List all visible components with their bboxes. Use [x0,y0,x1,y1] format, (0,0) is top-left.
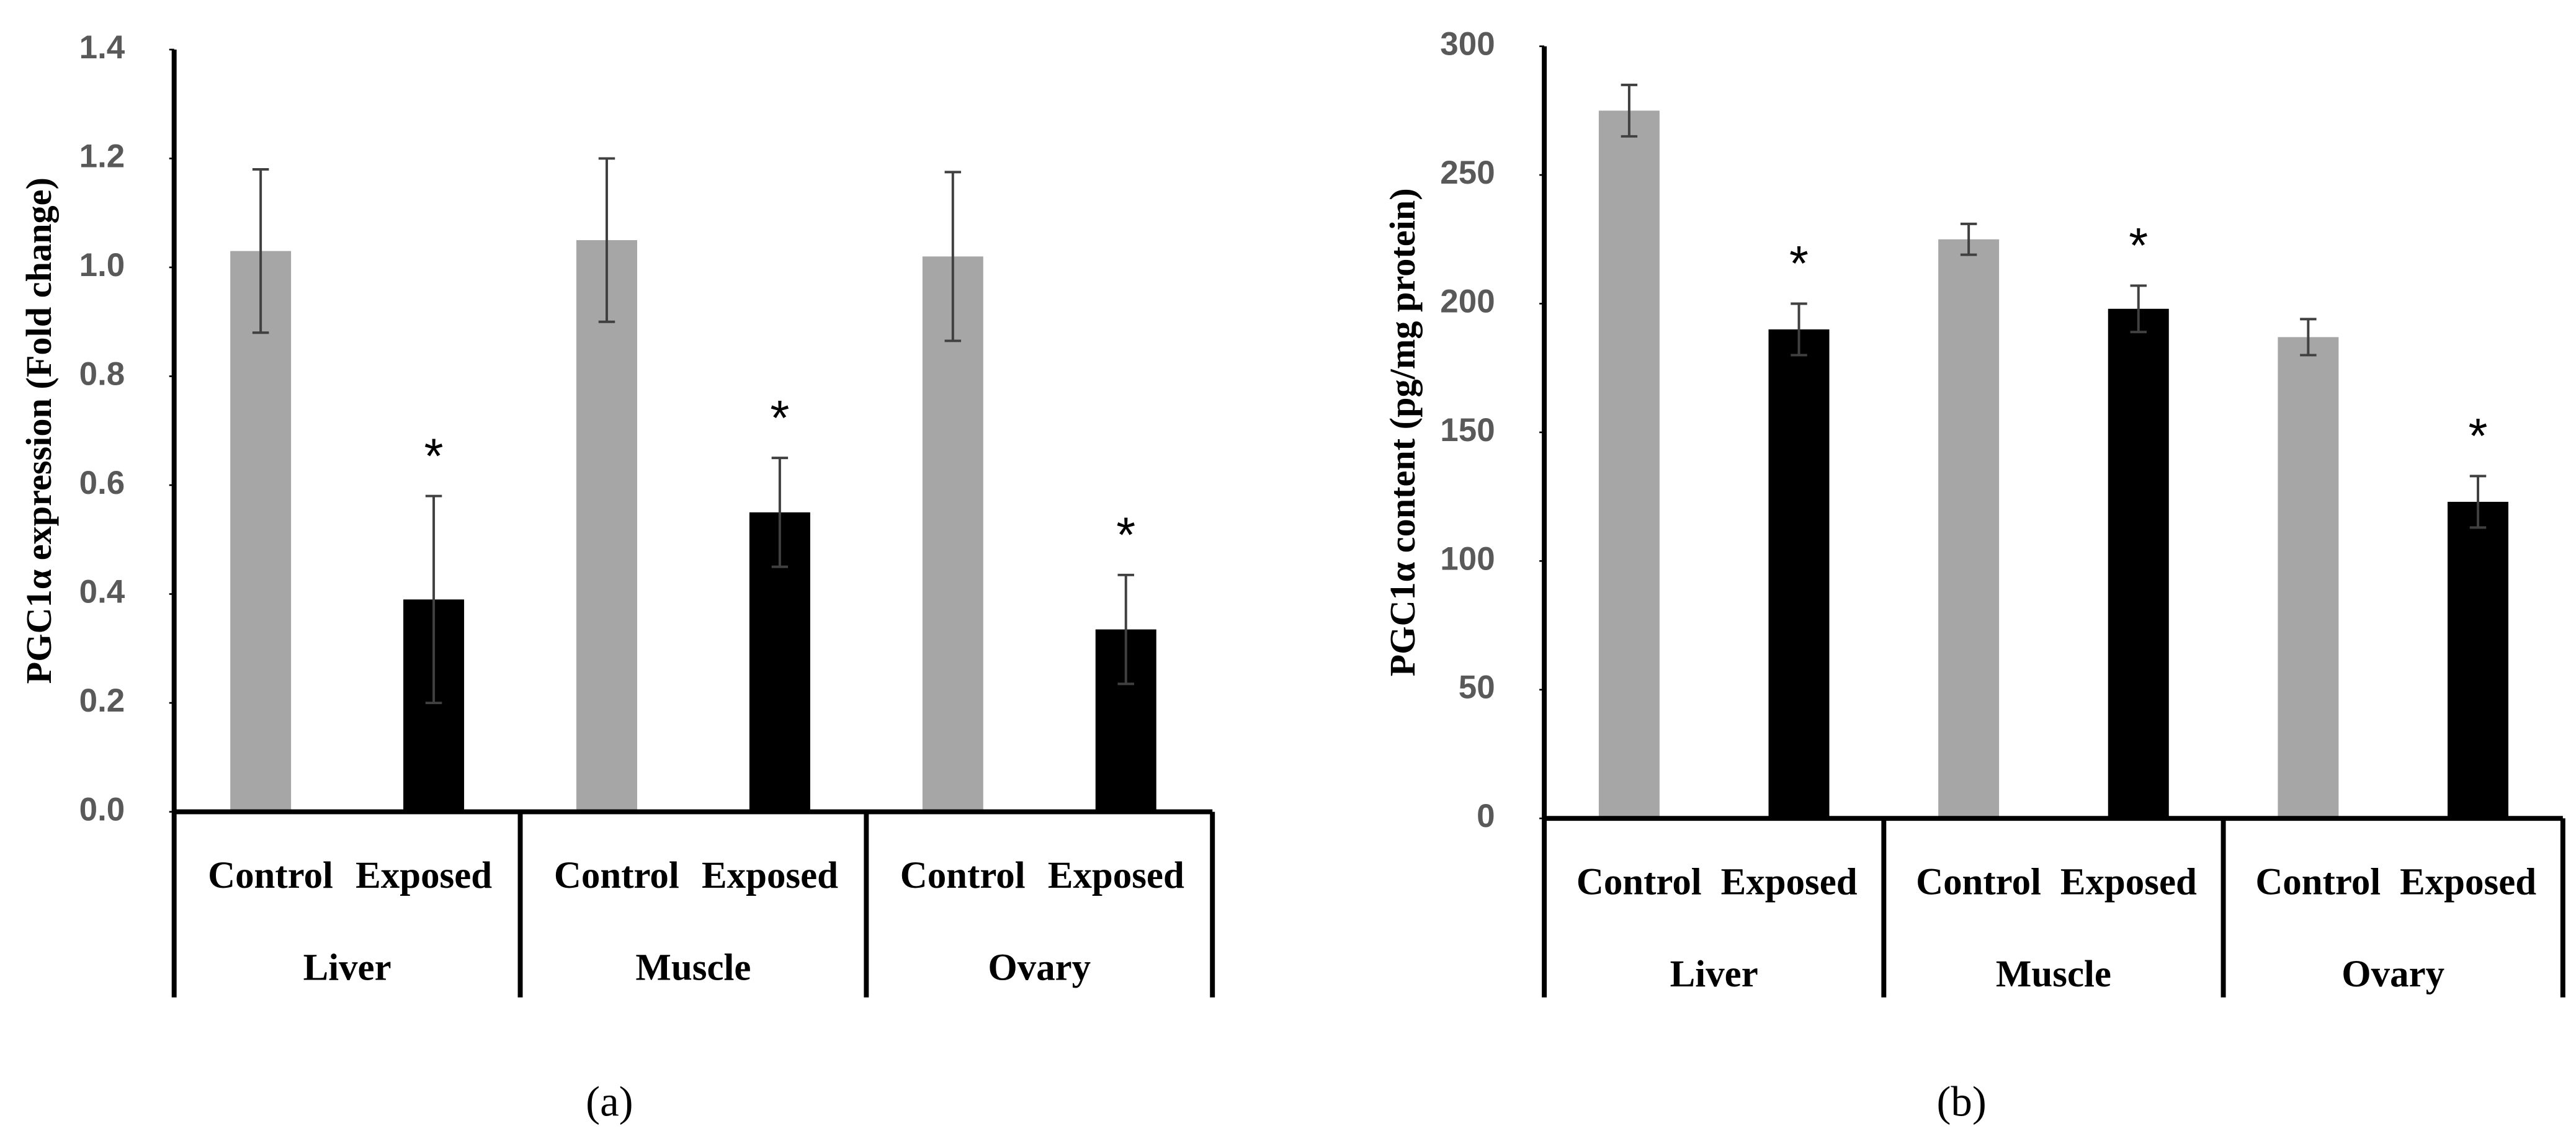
y-tick-label: 0.0 [79,792,125,828]
y-axis-label: PGC1α expression (Fold change) [19,177,59,684]
x-tick-label: Exposed [356,855,492,896]
y-tick-label: 200 [1440,283,1495,319]
bar [576,240,637,812]
significance-mark: * [424,428,444,483]
significance-mark: * [770,390,789,445]
y-tick-label: 0.8 [79,355,125,392]
y-tick-label: 300 [1440,26,1495,63]
panel-label: (a) [586,1078,633,1125]
y-tick-label: 1.2 [79,138,125,174]
group-label: Liver [303,947,391,988]
significance-mark: * [1116,507,1135,563]
group-label: Muscle [635,947,751,988]
bar [1938,239,2000,819]
significance-mark: * [2469,408,2488,463]
significance-mark: * [2129,218,2148,273]
x-tick-label: Control [1916,862,2041,903]
y-tick-label: 100 [1440,540,1495,577]
bar [2108,308,2169,819]
panel-label: (b) [1937,1078,1987,1125]
x-tick-label: Exposed [1048,855,1184,896]
group-label: Ovary [988,947,1091,988]
group-label: Liver [1670,954,1758,995]
y-tick-label: 0.4 [79,574,125,610]
y-tick-label: 0.6 [79,465,125,501]
bar [230,251,292,812]
y-tick-label: 0.2 [79,682,125,719]
y-axis-label: PGC1α content (pg/mg protein) [1382,188,1423,676]
y-tick-label: 250 [1440,154,1495,191]
group-label: Ovary [2341,954,2444,995]
y-tick-label: 50 [1459,669,1495,706]
bar [2448,501,2508,819]
x-tick-label: Exposed [702,855,838,896]
bar [922,256,983,812]
x-tick-label: Exposed [1721,862,1858,903]
x-tick-label: Exposed [2060,862,2197,903]
x-tick-label: Control [2255,862,2381,903]
bar [1598,110,1660,819]
x-tick-label: Control [554,855,679,896]
x-tick-label: Exposed [2400,862,2536,903]
y-tick-label: 1.0 [79,247,125,284]
x-tick-label: Control [900,855,1026,896]
y-tick-label: 150 [1440,412,1495,449]
bar [1768,329,1830,819]
group-label: Muscle [1996,954,2111,995]
x-tick-label: Control [1576,862,1702,903]
bar [2278,337,2339,819]
significance-mark: * [1789,236,1809,291]
y-tick-label: 0 [1477,798,1495,834]
x-tick-label: Control [208,855,333,896]
y-tick-label: 1.4 [79,29,125,66]
